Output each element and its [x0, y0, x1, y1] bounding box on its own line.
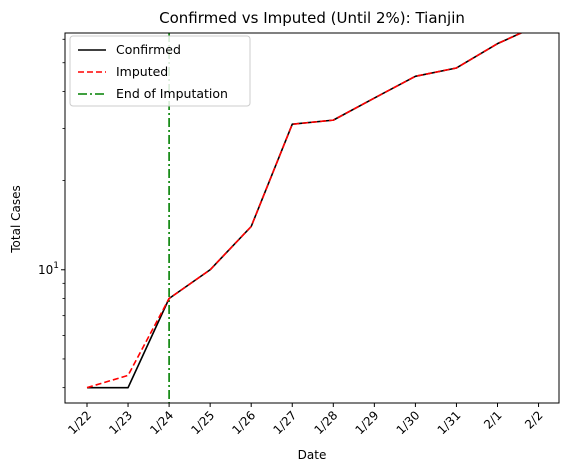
chart-title: Confirmed vs Imputed (Until 2%): Tianjin: [159, 9, 465, 27]
x-tick-label: 1/31: [435, 408, 464, 437]
x-tick-label: 1/25: [188, 408, 217, 437]
x-tick-label: 1/27: [270, 408, 299, 437]
x-axis-label: Date: [298, 448, 327, 462]
x-tick-label: 1/22: [65, 408, 94, 437]
x-tick-label: 2/2: [522, 408, 546, 432]
legend-label-imputed: Imputed: [116, 64, 168, 79]
legend: Confirmed Imputed End of Imputation: [69, 35, 251, 107]
y-axis-label: Total Cases: [9, 185, 23, 253]
x-tick-label: 1/24: [147, 408, 176, 437]
legend-box: [69, 35, 251, 107]
x-tick-label: 2/1: [481, 408, 505, 432]
plot-frame: [64, 32, 560, 404]
x-tick-label: 1/29: [353, 408, 382, 437]
y-tick-label: 101: [38, 261, 59, 277]
legend-label-end-of-imputation: End of Imputation: [116, 86, 228, 101]
plot-area: [64, 32, 560, 404]
x-tick-label: 1/28: [311, 408, 340, 437]
x-tick-label: 1/26: [229, 408, 258, 437]
series-line-imputed: [86, 33, 523, 389]
x-tick-label: 1/23: [106, 408, 135, 437]
legend-label-confirmed: Confirmed: [116, 42, 181, 57]
x-tick-label: 1/30: [394, 408, 423, 437]
